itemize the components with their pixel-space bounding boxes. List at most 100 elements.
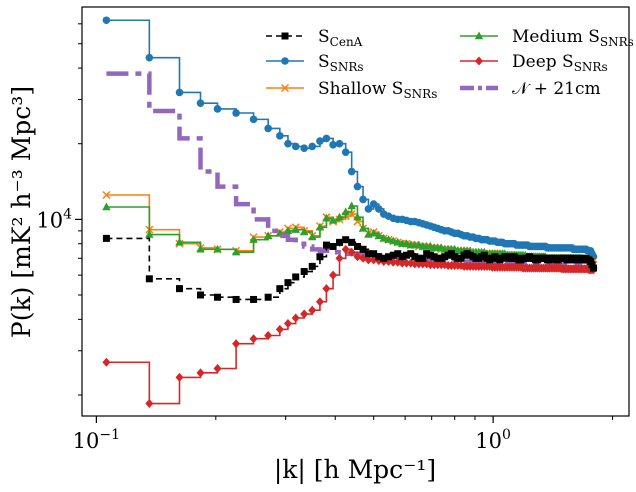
data-point xyxy=(250,295,258,303)
data-point xyxy=(426,251,434,259)
data-point xyxy=(322,213,331,222)
data-point xyxy=(300,268,308,276)
data-point xyxy=(423,250,431,258)
data-point xyxy=(292,273,300,281)
data-point xyxy=(430,253,438,261)
data-point xyxy=(196,99,205,107)
data-point xyxy=(102,16,111,25)
tick-layer: 10−1 100 104 xyxy=(36,23,614,453)
data-point xyxy=(398,253,406,261)
data-point xyxy=(347,167,356,176)
data-point xyxy=(394,250,402,258)
data-point xyxy=(264,293,272,301)
data-point xyxy=(359,245,367,253)
data-point xyxy=(299,227,309,236)
data-point xyxy=(175,88,184,97)
data-point xyxy=(384,235,393,243)
data-point xyxy=(249,115,258,124)
data-point xyxy=(353,212,362,221)
data-point xyxy=(322,241,330,249)
data-point xyxy=(315,222,325,231)
data-point xyxy=(145,275,153,283)
data-point xyxy=(213,244,222,253)
data-point xyxy=(336,238,344,246)
y-axis-label: P(k) [mK² h⁻³ Mpc³] xyxy=(7,86,36,338)
data-point xyxy=(308,142,317,151)
data-point xyxy=(231,247,241,256)
data-point xyxy=(364,250,372,258)
data-point xyxy=(102,202,111,211)
legend: SCenA SSNRs Shallow SSNRs Medium SSNRs Deep … xyxy=(266,27,634,101)
data-point xyxy=(402,258,411,268)
data-point xyxy=(284,139,292,148)
legend-label: 𝒩 + 21cm xyxy=(512,79,601,99)
legend-item: SCenA xyxy=(266,27,363,49)
series-deep-s-snrs xyxy=(102,244,598,409)
data-point xyxy=(145,230,154,238)
data-point xyxy=(175,237,184,246)
data-point xyxy=(102,190,111,200)
data-point xyxy=(102,234,110,242)
data-point xyxy=(353,242,361,250)
data-point xyxy=(322,134,331,143)
legend-item: SSNRs xyxy=(266,52,364,74)
data-point xyxy=(341,148,350,157)
data-point xyxy=(145,53,154,62)
data-point xyxy=(291,313,300,323)
data-point xyxy=(284,279,292,287)
data-point xyxy=(232,339,241,349)
data-point xyxy=(308,262,316,270)
data-point xyxy=(434,254,442,262)
x-tick-label: 10−1 xyxy=(73,427,120,453)
legend-label: SSNRs xyxy=(318,52,364,74)
data-point xyxy=(213,105,222,113)
data-point xyxy=(232,109,240,117)
data-point xyxy=(369,200,378,208)
data-point xyxy=(264,124,272,133)
data-point xyxy=(359,253,368,263)
data-point xyxy=(315,297,324,307)
data-point xyxy=(403,251,411,259)
data-point xyxy=(300,144,308,152)
data-point xyxy=(291,225,300,233)
data-point xyxy=(335,139,344,148)
data-point xyxy=(232,295,240,303)
data-point xyxy=(380,254,388,262)
data-point xyxy=(175,372,184,382)
data-point xyxy=(379,233,388,242)
data-point xyxy=(316,137,324,145)
legend-marker xyxy=(474,31,484,40)
data-point xyxy=(389,251,397,259)
data-point xyxy=(369,228,378,237)
data-point xyxy=(249,334,258,344)
legend-item: 𝒩 + 21cm xyxy=(460,79,601,99)
legend-marker xyxy=(281,57,289,65)
data-point xyxy=(415,254,423,262)
x-tick-label: 100 xyxy=(475,427,511,453)
data-point xyxy=(283,226,293,235)
x-axis-label: |k| [h Mpc⁻¹] xyxy=(274,455,436,485)
data-point xyxy=(335,253,344,263)
data-point xyxy=(358,223,368,232)
data-point xyxy=(347,201,356,210)
data-point xyxy=(353,252,362,262)
data-point xyxy=(385,253,393,261)
data-point xyxy=(329,141,337,149)
legend-item: Medium SSNRs xyxy=(460,27,634,49)
data-point xyxy=(348,238,356,246)
legend-label: Deep SSNRs xyxy=(512,52,608,74)
data-point xyxy=(196,244,205,253)
data-point xyxy=(419,254,427,262)
data-point xyxy=(389,236,398,245)
axes-frame xyxy=(81,6,630,417)
data-point xyxy=(322,284,331,294)
data-point xyxy=(275,324,284,334)
data-point xyxy=(374,205,383,213)
series-layer xyxy=(102,16,598,409)
data-point xyxy=(213,363,222,373)
y-tick-label: 104 xyxy=(36,206,72,232)
legend-label: SCenA xyxy=(318,27,363,49)
data-point xyxy=(196,368,205,378)
data-point xyxy=(328,215,338,224)
series-s-cena xyxy=(102,234,597,303)
